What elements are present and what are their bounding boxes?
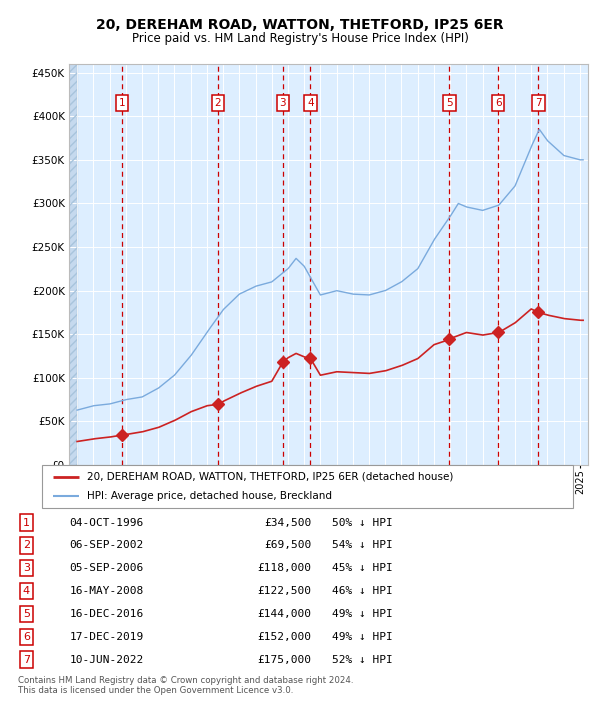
Text: £69,500: £69,500: [264, 540, 311, 550]
Text: £34,500: £34,500: [264, 518, 311, 528]
Text: 4: 4: [23, 586, 30, 596]
Text: 6: 6: [23, 632, 30, 642]
Text: 45% ↓ HPI: 45% ↓ HPI: [332, 563, 392, 573]
Text: £144,000: £144,000: [257, 609, 311, 619]
Text: 5: 5: [23, 609, 30, 619]
Text: £118,000: £118,000: [257, 563, 311, 573]
Text: 49% ↓ HPI: 49% ↓ HPI: [332, 632, 392, 642]
Text: 4: 4: [307, 98, 314, 108]
Bar: [69, 64, 77, 465]
Text: 50% ↓ HPI: 50% ↓ HPI: [332, 518, 392, 528]
Text: Contains HM Land Registry data © Crown copyright and database right 2024.
This d: Contains HM Land Registry data © Crown c…: [18, 676, 353, 695]
Text: 46% ↓ HPI: 46% ↓ HPI: [332, 586, 392, 596]
Text: 52% ↓ HPI: 52% ↓ HPI: [332, 655, 392, 665]
Text: 17-DEC-2019: 17-DEC-2019: [70, 632, 144, 642]
Text: 10-JUN-2022: 10-JUN-2022: [70, 655, 144, 665]
Text: 3: 3: [23, 563, 30, 573]
Text: 7: 7: [23, 655, 30, 665]
Text: 20, DEREHAM ROAD, WATTON, THETFORD, IP25 6ER: 20, DEREHAM ROAD, WATTON, THETFORD, IP25…: [96, 18, 504, 33]
Text: Price paid vs. HM Land Registry's House Price Index (HPI): Price paid vs. HM Land Registry's House …: [131, 32, 469, 45]
Text: 16-MAY-2008: 16-MAY-2008: [70, 586, 144, 596]
Text: 3: 3: [280, 98, 286, 108]
Text: 49% ↓ HPI: 49% ↓ HPI: [332, 609, 392, 619]
Text: 1: 1: [119, 98, 125, 108]
Text: 05-SEP-2006: 05-SEP-2006: [70, 563, 144, 573]
Text: 16-DEC-2016: 16-DEC-2016: [70, 609, 144, 619]
Text: 20, DEREHAM ROAD, WATTON, THETFORD, IP25 6ER (detached house): 20, DEREHAM ROAD, WATTON, THETFORD, IP25…: [87, 471, 454, 481]
Text: 2: 2: [23, 540, 30, 550]
Text: 54% ↓ HPI: 54% ↓ HPI: [332, 540, 392, 550]
Text: 5: 5: [446, 98, 453, 108]
Text: £122,500: £122,500: [257, 586, 311, 596]
Text: £152,000: £152,000: [257, 632, 311, 642]
Text: 6: 6: [495, 98, 502, 108]
Text: 2: 2: [215, 98, 221, 108]
Text: 04-OCT-1996: 04-OCT-1996: [70, 518, 144, 528]
Text: 7: 7: [535, 98, 542, 108]
Text: HPI: Average price, detached house, Breckland: HPI: Average price, detached house, Brec…: [87, 491, 332, 501]
Text: 1: 1: [23, 518, 30, 528]
Text: £175,000: £175,000: [257, 655, 311, 665]
FancyBboxPatch shape: [42, 465, 573, 508]
Text: 06-SEP-2002: 06-SEP-2002: [70, 540, 144, 550]
Bar: [69, 64, 77, 465]
